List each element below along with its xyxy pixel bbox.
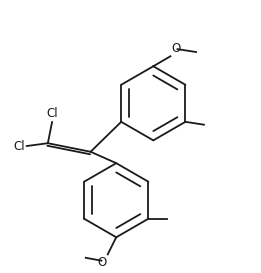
Text: O: O — [97, 256, 106, 269]
Text: Cl: Cl — [46, 107, 58, 120]
Text: Cl: Cl — [13, 140, 25, 153]
Text: O: O — [172, 42, 181, 55]
